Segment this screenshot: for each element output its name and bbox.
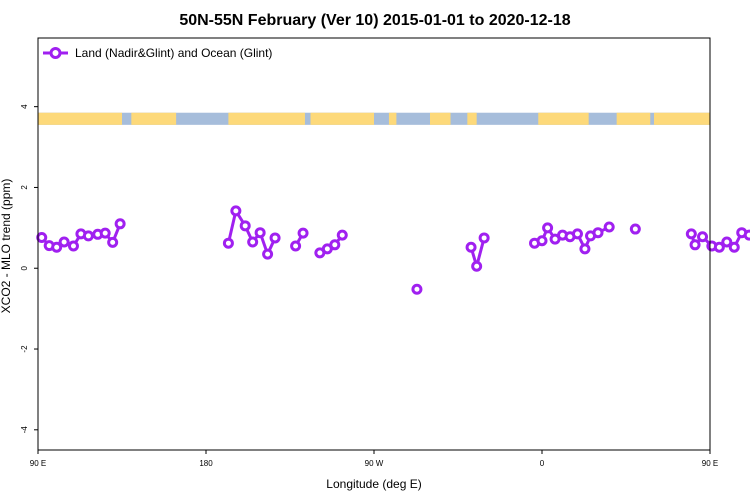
x-tick-label-2: 90 W: [365, 459, 384, 468]
y-tick-label-4: 4: [20, 104, 29, 109]
data-point-15: [254, 227, 266, 239]
data-point-45: [721, 236, 733, 248]
data-point-0: [36, 232, 48, 244]
data-point-18: [290, 240, 302, 252]
data-point-6: [82, 230, 94, 242]
series-0: [36, 205, 750, 295]
data-point-35: [579, 243, 591, 255]
plot-frame: [37, 37, 711, 451]
legend-marker-swatch: [49, 47, 62, 59]
data-point-44: [713, 241, 725, 253]
data-point-23: [336, 229, 348, 241]
land-span-6: [467, 112, 477, 125]
data-point-39: [629, 223, 641, 235]
land-span-9: [654, 112, 710, 125]
y-axis-label: XCO2 - MLO trend (ppm): [0, 179, 13, 314]
land-span-7: [538, 112, 589, 125]
data-point-8: [99, 227, 111, 239]
y-tick-label-0: -4: [20, 426, 29, 434]
data-point-16: [262, 248, 274, 260]
data-point-30: [542, 222, 554, 234]
data-point-4: [67, 240, 79, 252]
land-span-2: [228, 112, 305, 125]
y-tick-label-2: 0: [20, 265, 29, 270]
x-tick-label-3: 0: [540, 459, 545, 468]
data-point-29: [536, 235, 548, 247]
chart-title: 50N-55N February (Ver 10) 2015-01-01 to …: [179, 12, 570, 29]
data-point-2: [51, 241, 63, 253]
land-span-0: [38, 112, 122, 125]
data-point-10: [114, 218, 126, 230]
legend-label: Land (Nadir&Glint) and Ocean (Glint): [75, 46, 272, 60]
data-point-27: [478, 232, 490, 244]
land-span-3: [310, 112, 374, 125]
data-point-37: [592, 227, 604, 239]
x-axis-label: Longitude (deg E): [326, 477, 421, 491]
y-axis: -4 -2 0 2 4: [20, 104, 38, 433]
data-point-41: [689, 239, 701, 251]
legend: Land (Nadir&Glint) and Ocean (Glint): [43, 46, 272, 60]
data-point-25: [465, 241, 477, 253]
series-layer: [36, 205, 750, 295]
y-tick-label-1: -2: [20, 345, 29, 353]
data-point-14: [247, 236, 259, 248]
data-point-40: [685, 228, 697, 240]
data-point-11: [222, 237, 234, 249]
data-point-9: [107, 236, 119, 248]
data-point-3: [58, 236, 70, 248]
land-ocean-band: [38, 112, 710, 125]
data-point-26: [471, 260, 483, 272]
land-span-1: [131, 112, 177, 125]
data-point-42: [697, 231, 709, 243]
y-tick-label-3: 2: [20, 185, 29, 190]
data-point-24: [411, 283, 423, 295]
data-point-17: [269, 232, 281, 244]
data-point-38: [603, 221, 615, 233]
data-point-22: [329, 239, 341, 251]
data-point-19: [297, 227, 309, 239]
data-point-13: [239, 220, 251, 232]
data-point-34: [571, 228, 583, 240]
x-tick-label-1: 180: [199, 459, 213, 468]
data-point-46: [728, 241, 740, 253]
x-tick-label-0: 90 E: [30, 459, 46, 468]
x-tick-label-4: 90 E: [702, 459, 718, 468]
series-line-segment-1: [226, 209, 277, 256]
data-point-12: [230, 205, 242, 217]
land-span-4: [388, 112, 397, 125]
land-span-8: [616, 112, 651, 125]
data-point-48: [743, 229, 750, 241]
land-span-5: [430, 112, 451, 125]
